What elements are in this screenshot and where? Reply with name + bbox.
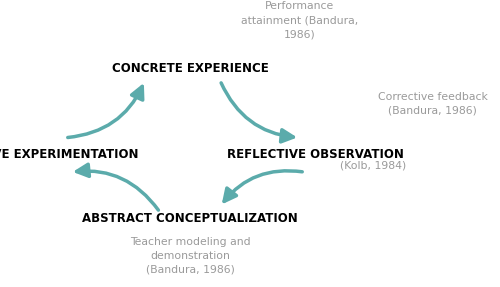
FancyArrowPatch shape bbox=[68, 86, 142, 137]
Text: Corrective feedback
(Bandura, 1986): Corrective feedback (Bandura, 1986) bbox=[378, 92, 488, 116]
Text: REFLECTIVE OBSERVATION: REFLECTIVE OBSERVATION bbox=[226, 148, 404, 162]
FancyArrowPatch shape bbox=[224, 171, 302, 201]
Text: ABSTRACT CONCEPTUALIZATION: ABSTRACT CONCEPTUALIZATION bbox=[82, 212, 298, 225]
Text: Teacher modeling and
demonstration
(Bandura, 1986): Teacher modeling and demonstration (Band… bbox=[130, 237, 250, 275]
Text: Performance
attainment (Bandura,
1986): Performance attainment (Bandura, 1986) bbox=[242, 1, 358, 39]
Text: CONCRETE EXPERIENCE: CONCRETE EXPERIENCE bbox=[112, 62, 268, 75]
FancyArrowPatch shape bbox=[76, 164, 158, 210]
Text: (Kolb, 1984): (Kolb, 1984) bbox=[340, 161, 406, 171]
FancyArrowPatch shape bbox=[221, 83, 294, 142]
Text: ACTIVE EXPERIMENTATION: ACTIVE EXPERIMENTATION bbox=[0, 148, 138, 162]
